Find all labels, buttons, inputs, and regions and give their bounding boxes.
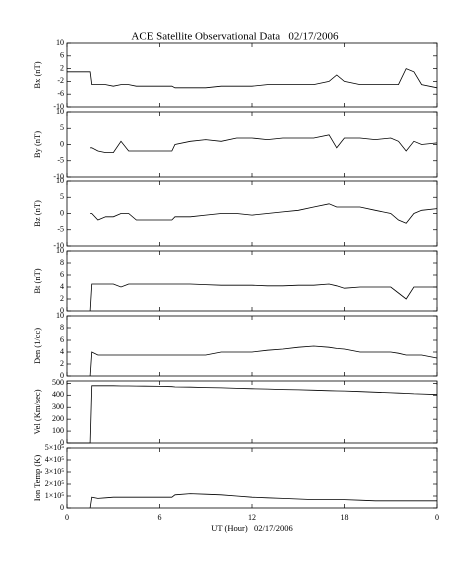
y-tick-label: 10 <box>56 246 64 255</box>
y-tick-label: -10 <box>53 172 64 181</box>
y-axis-label: By (nT) <box>32 131 42 158</box>
x-tick-label: 0 <box>435 513 439 522</box>
y-tick-label: 0 <box>60 503 64 512</box>
panel-frame <box>66 447 438 509</box>
y-tick-label: 0 <box>60 139 64 148</box>
y-tick-label: -5 <box>57 225 64 234</box>
x-axis-label: UT (Hour) 02/17/2006 <box>211 523 293 533</box>
y-tick-label: 2×10⁵ <box>45 479 65 488</box>
y-tick-label: 400 <box>52 390 64 399</box>
x-tick-label: 6 <box>158 513 162 522</box>
panel-frame <box>66 250 438 312</box>
y-tick-label: 0 <box>60 371 64 380</box>
y-axis-label: Bz (nT) <box>32 200 42 227</box>
y-tick-label: 2 <box>60 294 64 303</box>
y-tick-label: 5 <box>60 192 64 201</box>
y-tick-label: 300 <box>52 402 64 411</box>
y-tick-label: 8 <box>60 258 64 267</box>
y-tick-label: 8 <box>60 323 64 332</box>
y-tick-label: -6 <box>57 89 64 98</box>
y-tick-label: 6 <box>60 51 64 60</box>
y-tick-label: 10 <box>56 38 64 47</box>
y-tick-label: 6 <box>60 335 64 344</box>
panel-frame <box>66 380 438 444</box>
y-tick-label: 1×10⁵ <box>45 491 65 500</box>
data-line <box>67 385 438 444</box>
y-tick-label: 5×10⁵ <box>45 443 65 452</box>
y-tick-label: 200 <box>52 414 64 423</box>
y-tick-label: 5 <box>60 123 64 132</box>
y-axis-label: Vel (Km/sec) <box>32 389 42 434</box>
y-tick-label: 10 <box>56 107 64 116</box>
y-tick-label: 0 <box>60 208 64 217</box>
x-tick-label: 12 <box>248 513 256 522</box>
y-tick-label: 4×10⁵ <box>45 455 65 464</box>
y-axis-label: Bx (nT) <box>32 61 42 88</box>
panel-frame <box>66 42 438 108</box>
data-line <box>67 68 438 89</box>
y-tick-label: -2 <box>57 76 64 85</box>
y-tick-label: 0 <box>60 438 64 447</box>
y-tick-label: -10 <box>53 102 64 111</box>
x-tick-label: 0 <box>65 513 69 522</box>
y-tick-label: 4 <box>60 347 64 356</box>
panel-frame <box>66 111 438 178</box>
y-tick-label: 6 <box>60 270 64 279</box>
x-tick-label: 18 <box>341 513 349 522</box>
data-line <box>90 203 438 224</box>
y-tick-label: -5 <box>57 156 64 165</box>
y-axis-label: Bt (nT) <box>32 268 42 293</box>
y-tick-label: 4 <box>60 282 64 291</box>
chart-title: ACE Satellite Observational Data 02/17/2… <box>131 31 339 43</box>
y-tick-label: 100 <box>52 426 64 435</box>
data-line <box>89 345 438 377</box>
y-tick-label: 2 <box>60 63 64 72</box>
y-tick-label: 10 <box>56 176 64 185</box>
data-line <box>90 134 438 153</box>
y-tick-label: -10 <box>53 241 64 250</box>
y-tick-label: 10 <box>56 311 64 320</box>
y-axis-label: Ion Temp (K) <box>32 455 42 502</box>
y-tick-label: 2 <box>60 359 64 368</box>
y-tick-label: 3×10⁵ <box>45 467 65 476</box>
data-line <box>89 493 437 509</box>
y-tick-label: 500 <box>52 378 64 387</box>
y-axis-label: Den (1/cc) <box>32 328 42 364</box>
panel-frame <box>66 315 438 377</box>
data-line <box>89 283 437 312</box>
y-tick-label: 0 <box>60 306 64 315</box>
